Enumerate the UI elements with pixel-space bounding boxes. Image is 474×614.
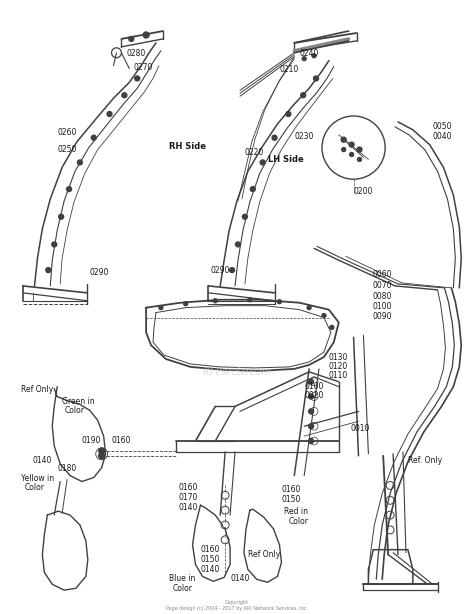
Circle shape [77,160,82,165]
Text: Ref. Only: Ref. Only [408,456,442,465]
Text: Color: Color [65,406,85,416]
Text: Color: Color [173,585,193,593]
Circle shape [122,93,127,98]
Circle shape [250,187,255,192]
Text: 0150: 0150 [282,495,301,504]
Circle shape [342,147,346,152]
Circle shape [224,538,227,542]
Circle shape [129,36,134,41]
Text: 0140: 0140 [230,574,249,583]
Circle shape [309,379,314,384]
Circle shape [46,268,51,273]
Circle shape [286,112,291,117]
Text: Color: Color [288,517,309,526]
Text: Color: Color [25,483,45,492]
Text: RI PartStream: RI PartStream [203,367,271,377]
Text: 0110: 0110 [329,371,348,380]
Text: Ref Only: Ref Only [21,385,53,394]
Text: 0290: 0290 [210,266,230,275]
Circle shape [224,524,227,526]
Text: 0050: 0050 [433,122,452,131]
Circle shape [312,54,316,58]
Text: 0120: 0120 [329,362,348,371]
Text: 0250: 0250 [57,145,77,154]
Circle shape [277,300,282,304]
Text: 0160: 0160 [282,486,301,494]
Text: 0140: 0140 [33,456,52,465]
Text: Copyright
Page design (c) 2004 - 2017 by ARI Network Services, Inc.: Copyright Page design (c) 2004 - 2017 by… [166,600,308,611]
Text: Red in: Red in [284,507,309,516]
Circle shape [159,306,163,309]
Circle shape [307,306,311,309]
Text: Blue in: Blue in [169,574,195,583]
Circle shape [248,298,252,301]
Circle shape [213,299,217,303]
Circle shape [357,157,362,161]
Circle shape [107,112,112,117]
Text: 0140: 0140 [201,564,220,573]
Text: 0090: 0090 [373,311,392,321]
Circle shape [236,242,240,247]
Circle shape [357,147,362,152]
Text: 0170: 0170 [179,494,198,502]
Text: LH Side: LH Side [268,155,303,163]
Circle shape [183,301,188,306]
Circle shape [66,187,72,192]
Text: 0270: 0270 [133,63,153,72]
Text: 0160: 0160 [179,483,198,492]
Circle shape [309,438,314,443]
Text: 0180: 0180 [57,464,76,473]
Circle shape [59,214,64,219]
Text: 0150: 0150 [201,554,220,564]
Circle shape [309,409,314,414]
Text: RH Side: RH Side [169,142,206,150]
Circle shape [314,76,319,81]
Text: 0020: 0020 [304,391,324,400]
Text: 0140: 0140 [179,503,198,512]
Text: 0160: 0160 [111,436,131,445]
Text: 0100: 0100 [373,301,392,311]
Circle shape [341,137,346,142]
Circle shape [143,32,149,38]
Text: 0070: 0070 [373,281,392,290]
Circle shape [99,453,105,459]
Text: 0230: 0230 [294,132,314,141]
Circle shape [260,160,265,165]
Text: Green in: Green in [62,397,95,406]
Text: 0190: 0190 [82,436,101,445]
Text: 0010: 0010 [351,424,370,433]
Text: 0290: 0290 [90,268,109,277]
Text: 0040: 0040 [433,132,452,141]
Circle shape [224,508,227,511]
Circle shape [52,242,57,247]
Circle shape [99,448,105,454]
Text: 0280: 0280 [127,49,146,58]
Circle shape [350,152,354,157]
Text: 0240: 0240 [299,49,319,58]
Text: 0100: 0100 [304,382,324,391]
Circle shape [224,494,227,497]
Circle shape [301,93,306,98]
Text: 0200: 0200 [354,187,373,196]
Text: 0220: 0220 [245,147,264,157]
Text: 0130: 0130 [329,353,348,362]
Text: Ref Only: Ref Only [248,550,280,559]
Circle shape [135,76,140,81]
Circle shape [272,135,277,140]
Circle shape [91,135,96,140]
Circle shape [302,56,306,61]
Circle shape [242,214,247,219]
Circle shape [322,314,326,317]
Circle shape [349,142,354,147]
Circle shape [309,394,314,399]
Circle shape [309,424,314,429]
Circle shape [229,268,235,273]
Text: 0080: 0080 [373,292,392,301]
Text: 0160: 0160 [201,545,220,554]
Text: 0060: 0060 [373,270,392,279]
Text: 0210: 0210 [280,64,299,74]
Text: 0260: 0260 [57,128,77,137]
Circle shape [330,325,334,329]
Text: Yellow in: Yellow in [21,473,54,483]
